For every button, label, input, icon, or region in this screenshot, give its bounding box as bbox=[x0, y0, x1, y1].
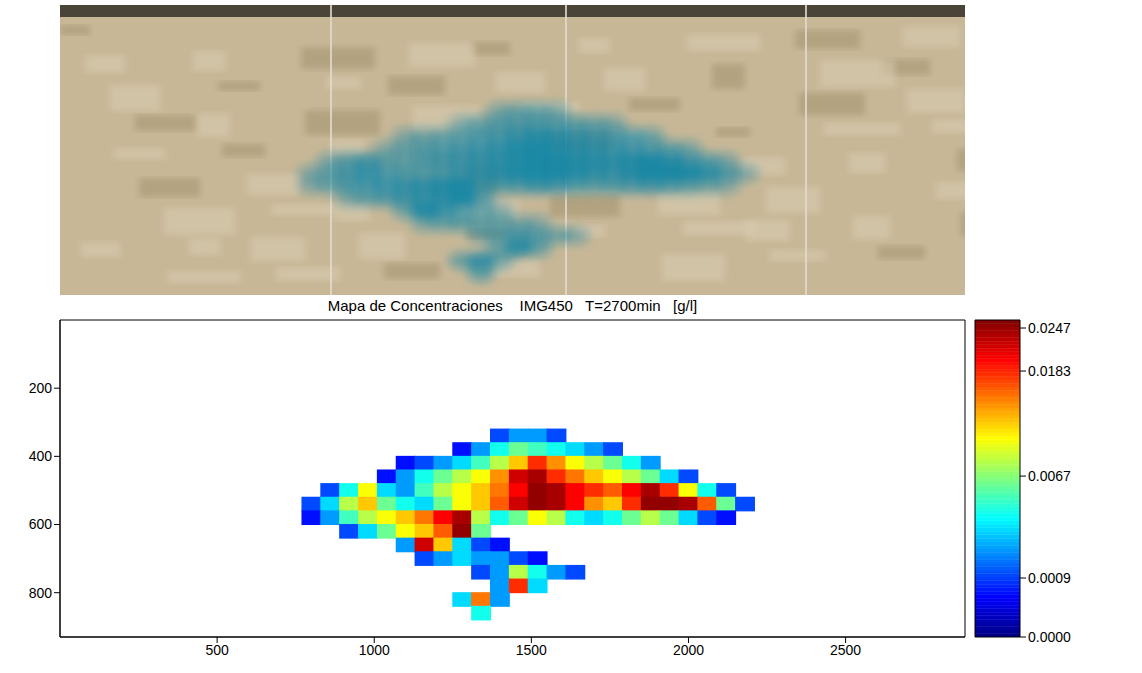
svg-text:0.0067: 0.0067 bbox=[1028, 468, 1071, 484]
svg-text:0.0183: 0.0183 bbox=[1028, 363, 1071, 379]
svg-text:2000: 2000 bbox=[673, 642, 704, 658]
svg-text:0.0247: 0.0247 bbox=[1028, 320, 1071, 336]
html-text:Mapa de Concentraciones IMG450: Mapa de Concentraciones IMG450 T=2700min… bbox=[327, 297, 698, 314]
svg-text:0.0009: 0.0009 bbox=[1028, 570, 1071, 586]
svg-text:800: 800 bbox=[29, 585, 53, 601]
svg-text:1000: 1000 bbox=[359, 642, 390, 658]
svg-text:200: 200 bbox=[29, 380, 53, 396]
svg-text:2500: 2500 bbox=[830, 642, 861, 658]
svg-text:1500: 1500 bbox=[516, 642, 547, 658]
svg-text:500: 500 bbox=[205, 642, 229, 658]
svg-text:400: 400 bbox=[29, 448, 53, 464]
svg-text:600: 600 bbox=[29, 516, 53, 532]
svg-text:0.0000: 0.0000 bbox=[1028, 629, 1071, 645]
